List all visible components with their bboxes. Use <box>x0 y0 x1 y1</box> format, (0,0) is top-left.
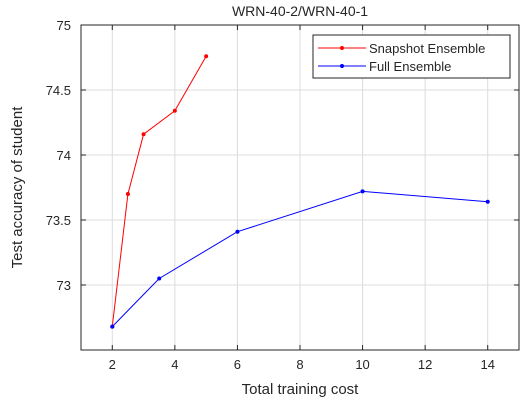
y-tick-label: 73 <box>57 278 71 293</box>
full-ensemble-point <box>360 189 365 194</box>
x-tick-label: 8 <box>296 357 303 372</box>
y-axis-label: Test accuracy of student <box>9 106 26 269</box>
series-group <box>110 54 490 329</box>
legend: Snapshot Ensemble Full Ensemble <box>312 34 511 79</box>
x-tick-label: 2 <box>109 357 116 372</box>
full-ensemble-point <box>110 324 115 329</box>
y-tick-label: 73.5 <box>46 213 71 228</box>
x-tick-label: 6 <box>234 357 241 372</box>
chart-title: WRN-40-2/WRN-40-1 <box>232 3 368 19</box>
y-tick-label: 74 <box>57 148 71 163</box>
x-tick-label: 12 <box>418 357 432 372</box>
y-tick-label: 74.5 <box>46 83 71 98</box>
x-axis-label: Total training cost <box>242 381 360 398</box>
legend-label-full-ensemble: Full Ensemble <box>369 59 451 74</box>
x-tick-label: 10 <box>355 357 369 372</box>
legend-marker-full-ensemble <box>340 64 344 68</box>
axis-ticks: 2 4 6 8 10 12 14 73 73.5 74 74.5 75 <box>46 18 519 372</box>
snapshot-ensemble-point <box>141 132 146 137</box>
x-tick-label: 14 <box>480 357 494 372</box>
legend-label-snapshot-ensemble: Snapshot Ensemble <box>369 41 485 56</box>
legend-marker-snapshot-ensemble <box>340 46 344 50</box>
snapshot-ensemble-point <box>172 108 177 113</box>
snapshot-ensemble-line <box>111 55 207 327</box>
full-ensemble-point <box>235 229 240 234</box>
y-tick-label: 75 <box>57 18 71 33</box>
full-ensemble-point <box>485 199 490 204</box>
snapshot-ensemble-point <box>125 192 130 196</box>
snapshot-ensemble-point <box>204 54 209 59</box>
full-ensemble-point <box>157 276 162 281</box>
x-tick-label: 4 <box>171 357 178 372</box>
legend-box <box>312 34 511 79</box>
